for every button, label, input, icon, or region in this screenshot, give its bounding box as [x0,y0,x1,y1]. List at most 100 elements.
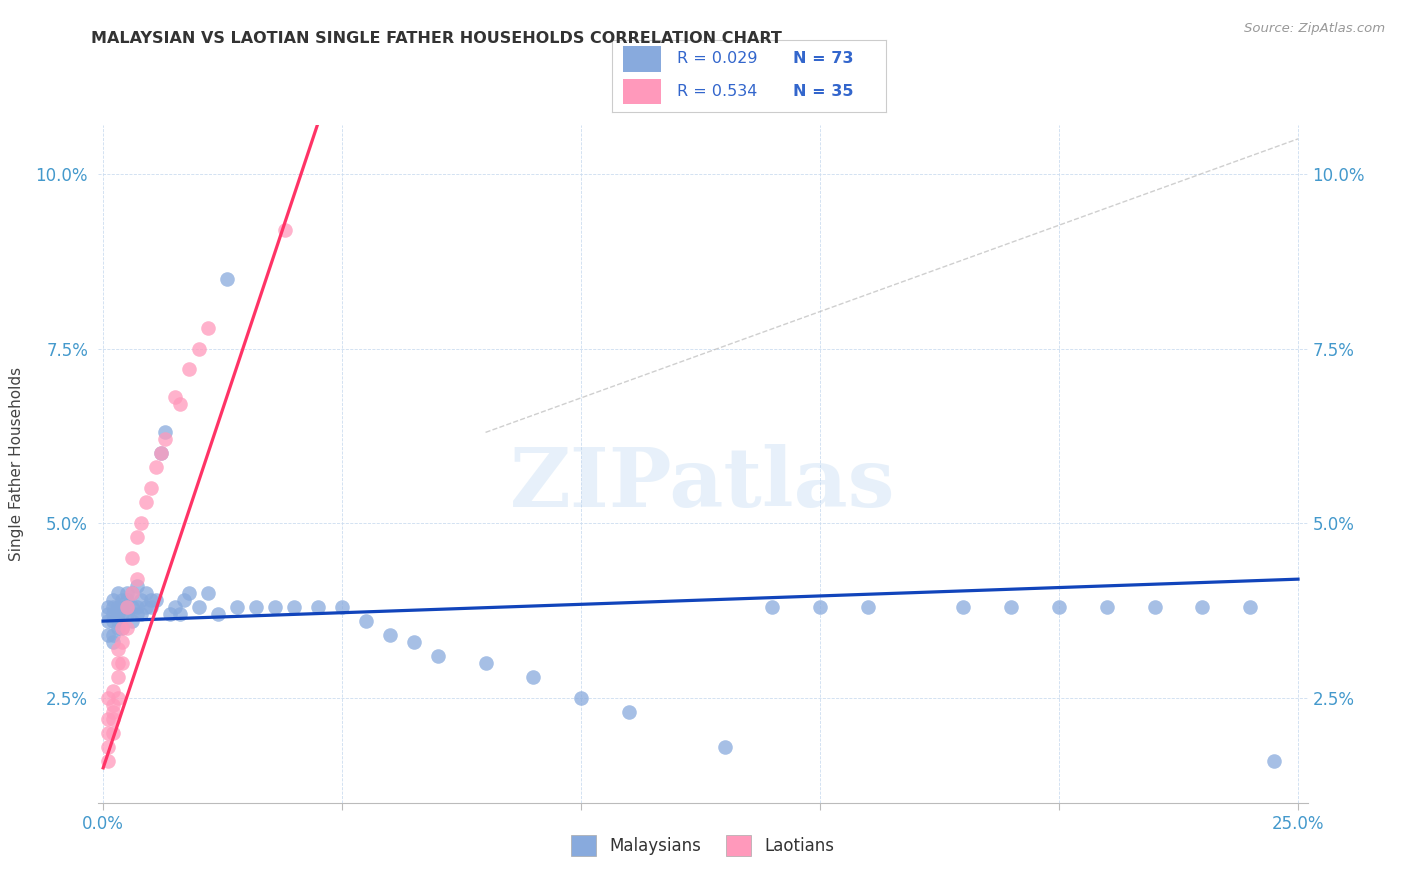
Point [197,320,219,334]
Point [149,446,172,460]
Point [1191,600,1213,615]
Point [135,495,157,509]
Point [197,586,219,600]
Point [569,690,592,705]
Point [101,593,124,607]
Point [245,600,267,615]
Point [1000,600,1022,615]
Point [115,600,138,615]
Point [97,600,120,615]
Text: Source: ZipAtlas.com: Source: ZipAtlas.com [1244,22,1385,36]
Point [131,593,153,607]
Point [107,607,129,621]
Text: ZIPatlas: ZIPatlas [510,444,896,524]
Point [226,600,249,615]
Point [111,635,134,649]
Point [952,600,974,615]
Point [1047,600,1070,615]
Point [115,586,138,600]
Point [139,600,162,615]
Point [713,739,735,754]
Point [97,690,120,705]
Point [330,600,353,615]
Point [169,607,191,621]
Point [97,712,120,726]
Point [159,607,181,621]
Point [115,593,138,607]
Point [115,600,138,615]
Point [131,516,153,531]
Point [149,446,172,460]
Point [101,628,124,642]
Point [107,621,129,635]
Point [378,628,401,642]
Point [125,579,148,593]
Point [125,607,148,621]
Point [135,586,157,600]
Point [125,572,148,586]
Point [107,586,129,600]
Point [101,698,124,712]
Y-axis label: Single Father Households: Single Father Households [10,367,24,561]
Point [121,586,143,600]
Point [145,593,167,607]
Point [139,481,162,495]
Point [107,670,129,684]
Point [187,600,209,615]
Point [107,600,129,615]
Point [307,600,329,615]
Point [402,635,425,649]
Point [111,656,134,670]
FancyBboxPatch shape [623,45,661,71]
Point [179,586,201,600]
Point [121,600,143,615]
Point [283,600,305,615]
Point [179,362,201,376]
Point [617,705,640,719]
Point [761,600,783,615]
Point [125,600,148,615]
Legend: Malaysians, Laotians: Malaysians, Laotians [565,829,841,863]
Point [522,670,544,684]
Point [101,684,124,698]
Point [1263,754,1285,768]
Point [97,607,120,621]
Point [426,648,449,663]
Point [173,593,195,607]
Point [856,600,879,615]
Point [1095,600,1118,615]
Point [121,551,143,566]
Point [115,607,138,621]
Point [101,614,124,628]
Point [131,607,153,621]
Text: N = 35: N = 35 [793,84,853,99]
Point [111,607,134,621]
Point [163,600,186,615]
Point [107,656,129,670]
Point [274,223,297,237]
Point [97,754,120,768]
Text: MALAYSIAN VS LAOTIAN SINGLE FATHER HOUSEHOLDS CORRELATION CHART: MALAYSIAN VS LAOTIAN SINGLE FATHER HOUSE… [91,31,782,46]
Point [1239,600,1261,615]
Point [354,614,377,628]
Point [111,593,134,607]
Point [101,635,124,649]
Point [101,600,124,615]
Point [207,607,229,621]
FancyBboxPatch shape [623,78,661,104]
Point [121,586,143,600]
Point [101,705,124,719]
Point [145,460,167,475]
Text: N = 73: N = 73 [793,51,853,66]
Text: R = 0.534: R = 0.534 [678,84,758,99]
Point [121,614,143,628]
Point [139,593,162,607]
Point [97,726,120,740]
Point [115,621,138,635]
Point [107,614,129,628]
Point [169,397,191,411]
Point [97,614,120,628]
Point [97,628,120,642]
Point [808,600,831,615]
Point [163,391,186,405]
